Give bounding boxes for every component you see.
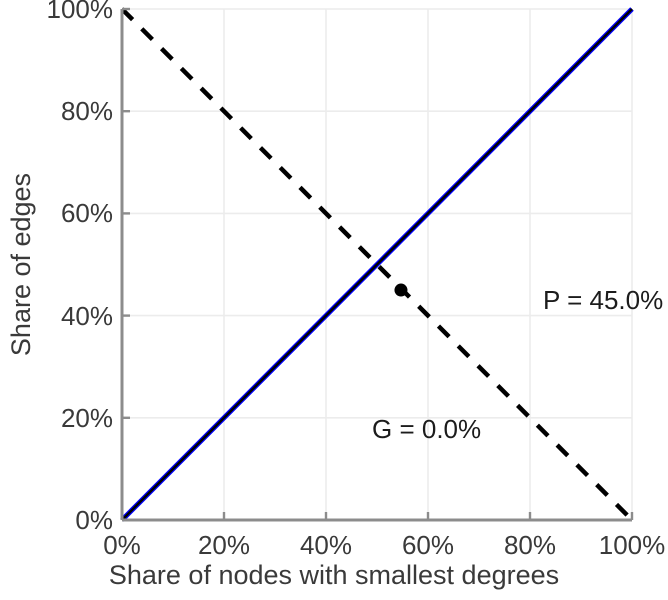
y-tick-label: 80%: [60, 96, 113, 127]
y-axis-title: Share of edges: [6, 172, 36, 357]
y-tick-label: 0%: [75, 505, 113, 535]
series-equality-line: [121, 8, 633, 521]
x-tick-label: 20%: [197, 530, 251, 560]
series-anti-diagonal-reference: [120, 7, 634, 522]
data-marker-layer: [394, 283, 408, 297]
gini-annotation: G = 0.0%: [372, 414, 482, 444]
y-axis-tick-labels: 0% 20% 40% 60% 80% 100%: [0, 0, 114, 600]
x-tick-label: 100%: [598, 530, 666, 560]
axis-tick-marks: [120, 7, 634, 522]
x-tick-label: 40%: [299, 530, 353, 560]
data-series-layer: [120, 7, 634, 522]
x-axis-title: Share of nodes with smallest degrees: [108, 560, 560, 590]
y-tick-label: 40%: [60, 300, 113, 331]
marker-p-point: [394, 283, 408, 297]
x-tick-label: 80%: [503, 530, 557, 560]
x-tick-label: 60%: [401, 530, 455, 560]
y-tick-label: 60%: [60, 198, 113, 229]
p-annotation: P = 45.0%: [543, 285, 664, 315]
x-tick-label: 0%: [103, 530, 141, 560]
y-tick-label: 20%: [60, 402, 113, 433]
axis-lines: [120, 9, 632, 522]
plot-canvas: [120, 7, 634, 522]
plot-area: G = 0.0% P = 45.0%: [120, 7, 663, 522]
y-tick-label: 100%: [46, 0, 114, 24]
